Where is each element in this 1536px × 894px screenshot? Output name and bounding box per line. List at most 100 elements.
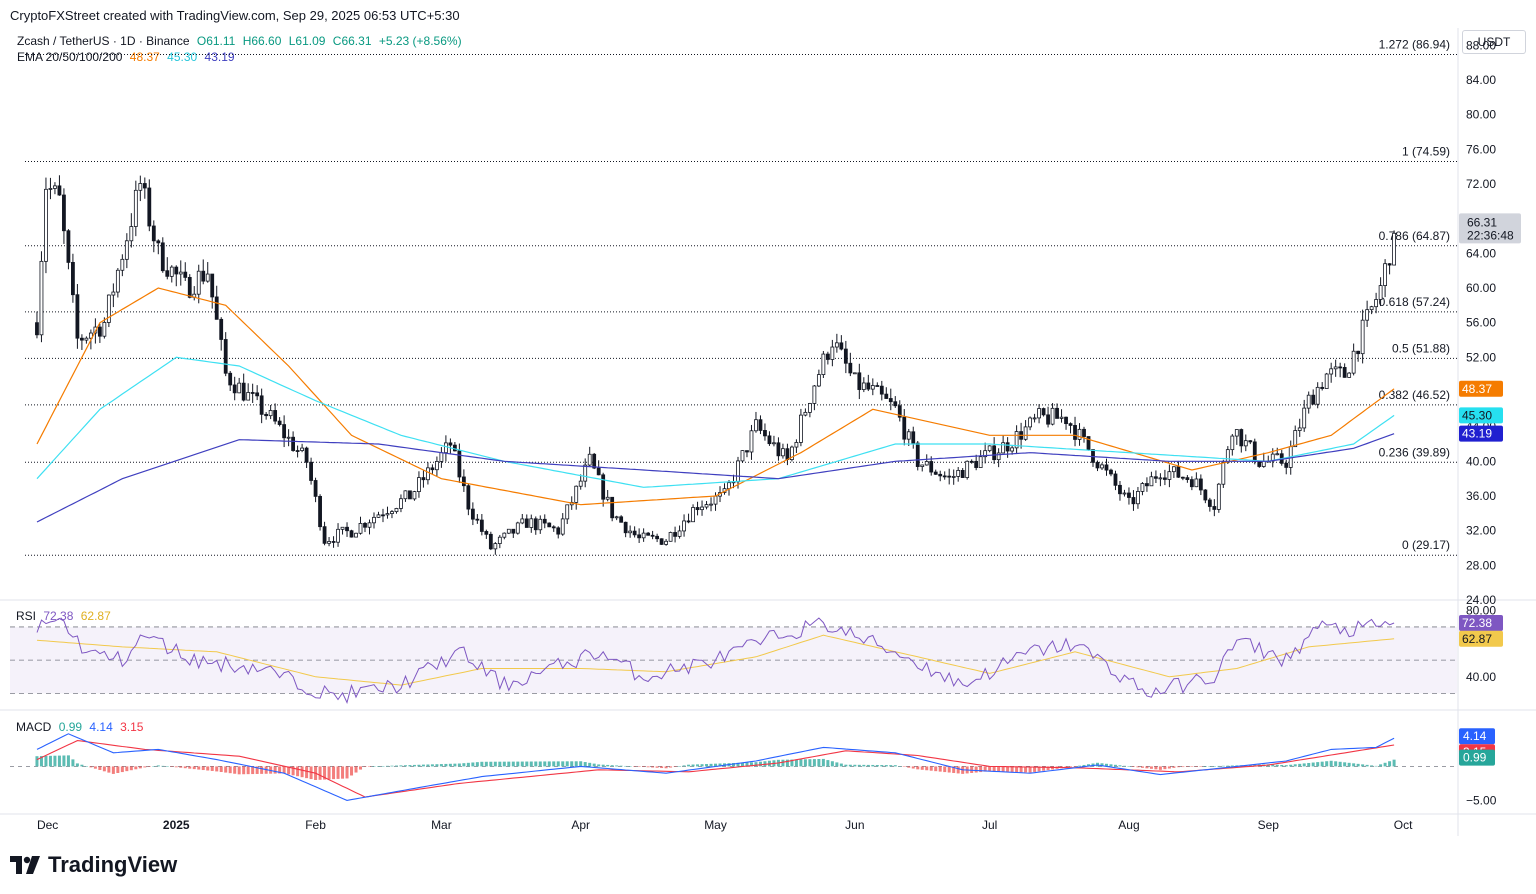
time-axis-label: Apr — [571, 818, 590, 832]
macd-histogram-bar — [1208, 766, 1212, 767]
macd-value: 4.14 — [89, 720, 113, 734]
macd-histogram-bar — [484, 761, 488, 767]
macd-legend[interactable]: MACD 0.99 4.14 3.15 — [16, 720, 147, 734]
candle-body — [1306, 394, 1311, 409]
candle-body — [893, 401, 898, 407]
candle-body — [318, 495, 322, 528]
macd-histogram-bar — [1352, 763, 1356, 767]
macd-histogram-bar — [107, 766, 111, 773]
candle-body — [857, 372, 862, 390]
candle-body — [843, 348, 848, 364]
candle-body — [214, 296, 219, 320]
macd-histogram-bar — [660, 766, 664, 769]
macd-histogram-bar — [336, 766, 340, 779]
macd-histogram-bar — [718, 763, 722, 767]
candle-body — [983, 450, 988, 458]
macd-histogram-bar — [705, 764, 709, 767]
ema20-badge — [1459, 380, 1503, 397]
candle-body — [1297, 427, 1302, 431]
candle-body — [650, 534, 655, 537]
candle-body — [605, 496, 610, 500]
candle-body — [659, 538, 664, 545]
tradingview-brand[interactable]: TradingView — [10, 852, 177, 878]
currency-selector[interactable]: USDT — [1462, 30, 1526, 54]
price-tick-label: 72.00 — [1466, 177, 1496, 191]
candle-body — [372, 516, 376, 524]
macd-histogram-bar — [129, 766, 133, 771]
macd-histogram-bar — [1185, 766, 1189, 767]
candle-body — [601, 474, 606, 500]
macd-histogram-bar — [1325, 761, 1329, 767]
ema200-badge — [1459, 425, 1503, 442]
candle-body — [1347, 372, 1352, 378]
ohlc-close: C66.31 — [332, 34, 372, 48]
ema20-line — [36, 287, 1395, 506]
time-axis-label: Jun — [845, 818, 864, 832]
macd-histogram-bar — [421, 764, 425, 767]
macd-histogram-bar — [952, 766, 956, 773]
macd-histogram-bar — [368, 766, 372, 767]
macd-histogram-bar — [785, 759, 789, 767]
fib-level-label: 0.236 (39.89) — [1379, 445, 1450, 459]
macd-histogram-bar — [925, 766, 929, 771]
macd-histogram-bar — [916, 766, 920, 770]
macd-histogram-bar — [570, 761, 574, 767]
macd-histogram-bar — [102, 766, 106, 772]
candle-body — [232, 384, 237, 394]
macd-histogram-bar — [988, 766, 992, 772]
ema50-value: 45.30 — [167, 50, 198, 64]
candle-body — [53, 185, 57, 189]
macd-histogram-bar — [1167, 766, 1171, 769]
candle-body — [956, 469, 961, 477]
macd-histogram-bar — [884, 765, 888, 767]
candle-body — [700, 506, 704, 511]
candle-body — [852, 372, 857, 375]
macd-histogram-bar — [749, 762, 753, 767]
candle-body — [1073, 425, 1077, 440]
ohlc-low: L61.09 — [288, 34, 326, 48]
candle-body — [1064, 416, 1068, 425]
candle-body — [1189, 479, 1194, 488]
time-axis-label: Oct — [1394, 818, 1413, 832]
rsi-legend[interactable]: RSI 72.38 62.87 — [16, 609, 115, 623]
macd-histogram-bar — [1118, 765, 1122, 767]
macd-histogram-bar — [1221, 765, 1225, 767]
macd-histogram-bar — [174, 766, 178, 768]
rsi-ma-badge — [1459, 630, 1503, 647]
macd-histogram-bar — [1145, 766, 1149, 769]
macd-histogram-bar — [687, 764, 691, 767]
candle-body — [1028, 417, 1032, 428]
candle-body — [183, 271, 188, 278]
candle-body — [138, 183, 143, 191]
candle-body — [763, 430, 767, 437]
macd-histogram-bar — [1006, 766, 1010, 772]
candle-body — [255, 392, 260, 397]
price-tick-label: 40.00 — [1466, 454, 1496, 468]
candle-body — [160, 242, 165, 272]
candle-body — [1333, 366, 1338, 370]
candle-body — [187, 276, 192, 298]
candle-body — [1046, 414, 1050, 425]
macd-histogram-bar — [44, 755, 48, 767]
candle-body — [897, 405, 902, 418]
ema-legend[interactable]: EMA 20/50/100/200 48.37 45.30 43.19 — [17, 50, 239, 64]
symbol-legend[interactable]: Zcash / TetherUS · 1D · Binance O61.11 H… — [17, 34, 466, 48]
macd-histogram-bar — [871, 764, 875, 767]
candle-body — [1145, 483, 1149, 487]
candle-body — [924, 461, 929, 466]
candle-body — [1302, 407, 1307, 429]
candle-body — [974, 460, 979, 468]
candle-body — [1369, 306, 1374, 311]
ema50-badge — [1459, 407, 1503, 424]
candle-body — [277, 420, 282, 425]
macd-histogram-bar — [1176, 766, 1180, 768]
macd-histogram-bar — [619, 765, 623, 767]
macd-histogram-bar — [111, 766, 115, 774]
macd-histogram-bar — [839, 763, 843, 767]
countdown-text: 22:36:48 — [1467, 228, 1514, 242]
candle-body — [129, 226, 134, 242]
candle-body — [1387, 263, 1392, 266]
macd-histogram-bar — [444, 763, 448, 767]
macd-histogram-bar — [480, 761, 484, 767]
